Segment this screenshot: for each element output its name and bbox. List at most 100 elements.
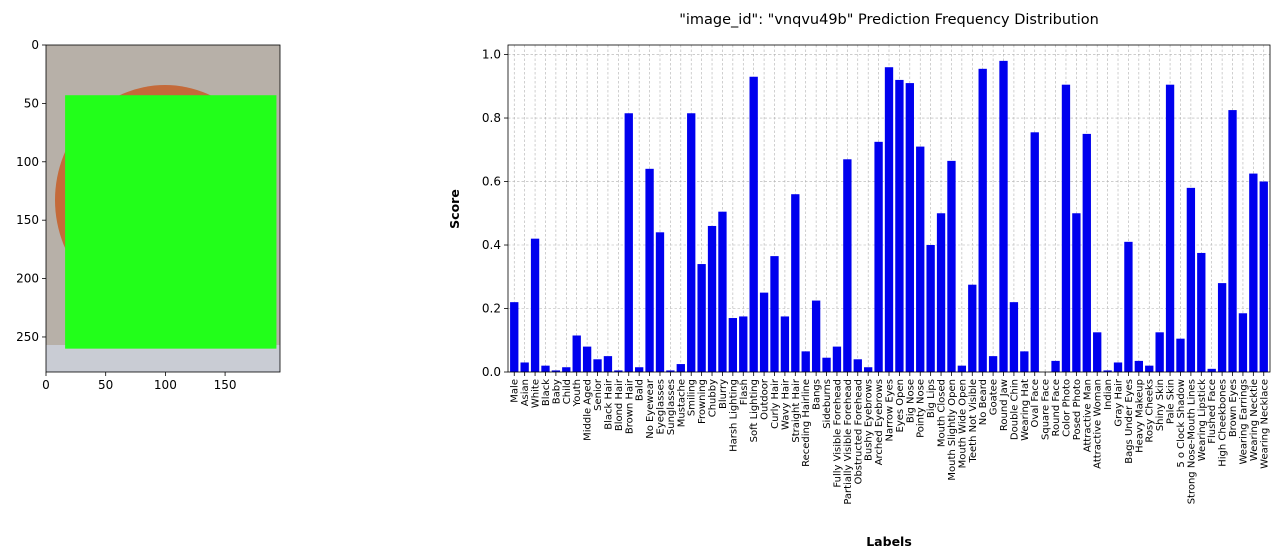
image-panel: 0 50 100 150 0 50 100 150 200 250: [16, 38, 281, 392]
x-tick-label: White: [531, 379, 542, 408]
bar-7: [582, 346, 592, 372]
bar-63: [1165, 84, 1175, 373]
bar-33: [853, 359, 862, 372]
bar-53: [1061, 84, 1071, 373]
image-x-tick-label: 50: [98, 378, 113, 392]
x-tick-label: Big Lips: [926, 379, 937, 418]
bar-69: [1228, 110, 1237, 373]
y-tick-label: 0.6: [482, 175, 501, 189]
x-tick-label: Eyeglasses: [655, 379, 666, 434]
bar-43: [957, 365, 967, 372]
x-tick-label: Middle Aged: [583, 379, 594, 441]
bar-23: [749, 76, 758, 373]
x-tick-label: Asian: [520, 379, 531, 406]
x-tick-label: Heavy Makeup: [1134, 379, 1145, 453]
image-y-tick-label: 50: [24, 96, 39, 110]
x-tick-label: Soft Lighting: [749, 379, 760, 442]
bar-8: [593, 359, 602, 372]
bar-29: [811, 300, 821, 372]
bar-47: [999, 60, 1008, 373]
bar-18: [697, 264, 706, 372]
y-ticks: 0.0 0.2 0.4 0.6 0.8 1.0: [482, 48, 508, 379]
bar-32: [843, 159, 852, 372]
x-tick-label: No Beard: [978, 379, 989, 425]
bar-65: [1186, 187, 1196, 372]
x-tick-label: Frowning: [697, 379, 708, 424]
image-x-tick-label: 150: [214, 378, 237, 392]
y-tick-label: 1.0: [482, 48, 501, 62]
bar-31: [832, 346, 842, 372]
bar-68: [1217, 283, 1227, 372]
bar-49: [1020, 351, 1029, 372]
bar-28: [801, 351, 810, 372]
x-tick-label: Mouth Wide Open: [957, 379, 968, 468]
image-y-tick-label: 0: [31, 38, 39, 52]
bar-9: [603, 356, 613, 372]
bar-57: [1103, 370, 1112, 372]
image-y-tick-label: 150: [16, 213, 39, 227]
x-tick-label: Big Nose: [905, 379, 916, 423]
bar-52: [1051, 360, 1060, 372]
x-axis-label: Labels: [866, 534, 912, 549]
bar-44: [968, 284, 977, 372]
x-tick-label: Square Face: [1041, 379, 1052, 440]
x-tick-label: Flash: [739, 379, 750, 405]
x-tick-label: Rosy Cheeks: [1145, 379, 1156, 443]
x-tick-label: High Cheekbones: [1218, 379, 1229, 467]
image-y-tick-label: 100: [16, 155, 39, 169]
x-tick-label: Receding Hairline: [801, 379, 812, 467]
x-tick-label: Gray Hair: [1114, 378, 1125, 427]
x-tick-label: Black Hair: [603, 378, 614, 430]
x-tick-label: Brown Hair: [624, 378, 635, 434]
image-x-tick-label: 100: [154, 378, 177, 392]
x-tick-label: Round Jaw: [999, 379, 1010, 431]
x-tick-label: Youth: [572, 379, 583, 408]
x-tick-label: Blond Hair: [614, 378, 625, 431]
image-x-tick-label: 0: [42, 378, 50, 392]
x-tick-label: Chubby: [708, 379, 719, 417]
x-tick-label: Attractive Woman: [1093, 379, 1104, 469]
x-tick-label: Sunglasses: [666, 379, 677, 435]
x-tick-label: Round Face: [1051, 379, 1062, 436]
x-tick-label: Curly Hair: [770, 378, 781, 429]
x-tick-label: Outdoor: [760, 378, 771, 420]
bar-16: [676, 364, 685, 372]
x-tick-label: Color Photo: [1061, 379, 1072, 437]
x-tick-label: Black: [541, 379, 552, 406]
bar-13: [645, 168, 654, 372]
x-tick-label: Shiny Skin: [1155, 379, 1166, 431]
photo: [46, 45, 280, 372]
bar-66: [1197, 252, 1206, 372]
x-tick-label: Flushed Face: [1207, 379, 1218, 444]
bar-2: [530, 238, 540, 372]
image-y-tick-label: 250: [16, 330, 39, 344]
green-mask: [65, 95, 277, 349]
bar-55: [1082, 133, 1091, 372]
x-tick-label: Wavy Hair: [780, 378, 791, 430]
x-tick-label: Obstructed Forehead: [853, 379, 864, 484]
x-tick-label: Blurry: [718, 379, 729, 409]
x-tick-label: Wearing Necklace: [1259, 379, 1270, 469]
x-ticks: Male Asian White Black Baby Child Youth Middle …: [510, 372, 1270, 505]
bar-72: [1259, 181, 1268, 372]
bar-12: [635, 367, 644, 372]
image-y-ticks: 0 50 100 150 200 250: [16, 38, 46, 344]
bar-37: [895, 79, 904, 372]
x-tick-label: Wearing Lipstick: [1197, 379, 1208, 461]
x-tick-label: Strong Nose-Mouth Lines: [1186, 379, 1197, 504]
bar-21: [728, 318, 738, 372]
chart-title: "image_id": "vnqvu49b" Prediction Freque…: [679, 12, 1099, 28]
x-tick-label: Straight Hair: [791, 378, 802, 442]
bar-26: [780, 316, 790, 372]
x-tick-label: Brown Eyes: [1228, 379, 1239, 437]
x-tick-label: Smiling: [687, 379, 698, 416]
bar-40: [926, 245, 935, 372]
x-tick-label: Male: [510, 379, 521, 403]
bar-15: [666, 370, 675, 372]
bar-70: [1238, 313, 1248, 372]
bar-39: [916, 146, 925, 372]
x-tick-label: Bags Under Eyes: [1124, 379, 1135, 464]
bar-5: [562, 367, 571, 372]
bar-36: [884, 67, 894, 372]
x-tick-label: Arched Eyebrows: [874, 379, 885, 465]
